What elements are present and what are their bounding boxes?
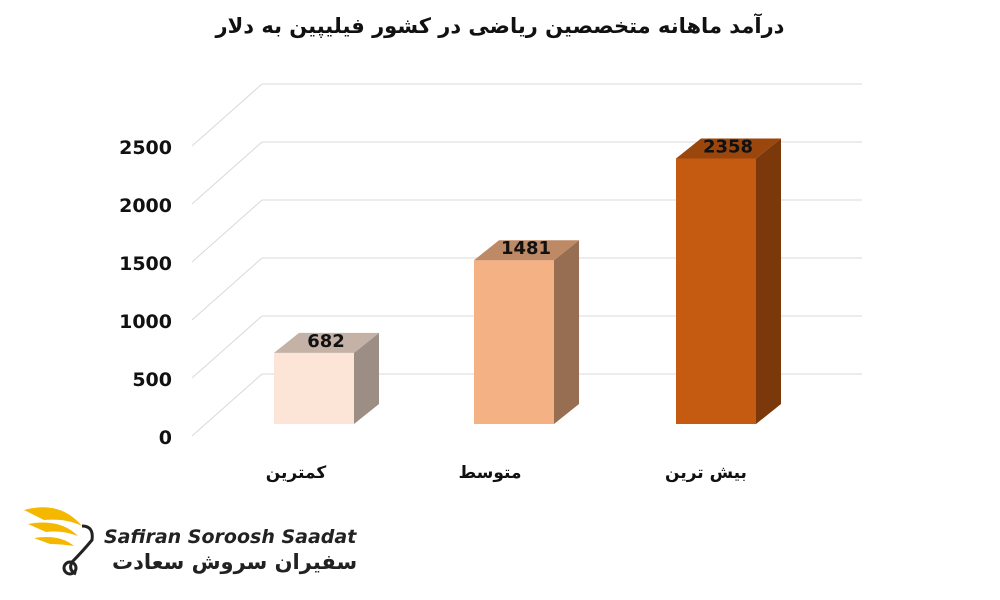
x-axis-ticks: کمترین متوسط بیش ترین: [266, 463, 747, 483]
gridline-side: [191, 315, 263, 379]
y-tick-label: 1500: [119, 253, 172, 275]
bar-front: [474, 260, 554, 424]
data-label: 682: [307, 331, 345, 352]
bar-top: [676, 138, 781, 159]
y-tick-label: 2500: [119, 137, 172, 159]
data-label: 2358: [703, 136, 753, 157]
gridline-side: [191, 141, 263, 205]
bar-top: [474, 240, 579, 261]
y-tick-label: 0: [159, 427, 172, 449]
company-logo: Safiran Soroosh Saadat سفیران سروش سعادت: [20, 496, 357, 586]
bar-top: [274, 332, 379, 353]
gridline-side: [191, 83, 263, 147]
bar-side: [554, 240, 579, 424]
chart-title: درآمد ماهانه متخصصین ریاضی در کشور فیلیپ…: [215, 14, 785, 38]
logo-text-english: Safiran Soroosh Saadat: [104, 526, 357, 548]
bar-front: [274, 352, 354, 424]
data-labels: 682 1481 2358: [307, 136, 753, 351]
bar-side: [354, 332, 379, 424]
gridline-side: [191, 373, 263, 437]
data-label: 1481: [501, 238, 551, 259]
y-tick-label: 2000: [119, 195, 172, 217]
bars: [274, 138, 781, 425]
bar-side: [756, 138, 781, 425]
x-tick-label: بیش ترین: [665, 463, 747, 483]
x-tick-label: متوسط: [458, 463, 521, 483]
y-axis-ticks: 0 500 1000 1500 2000 2500: [119, 137, 172, 449]
gridline-side: [191, 257, 263, 321]
bar-front: [676, 158, 756, 425]
y-tick-label: 500: [132, 369, 172, 391]
x-tick-label: کمترین: [266, 463, 327, 483]
gridline-side: [191, 199, 263, 263]
logo-text-persian: سفیران سروش سعادت: [112, 550, 358, 574]
y-tick-label: 1000: [119, 311, 172, 333]
bird-emblem-icon: [24, 507, 94, 576]
